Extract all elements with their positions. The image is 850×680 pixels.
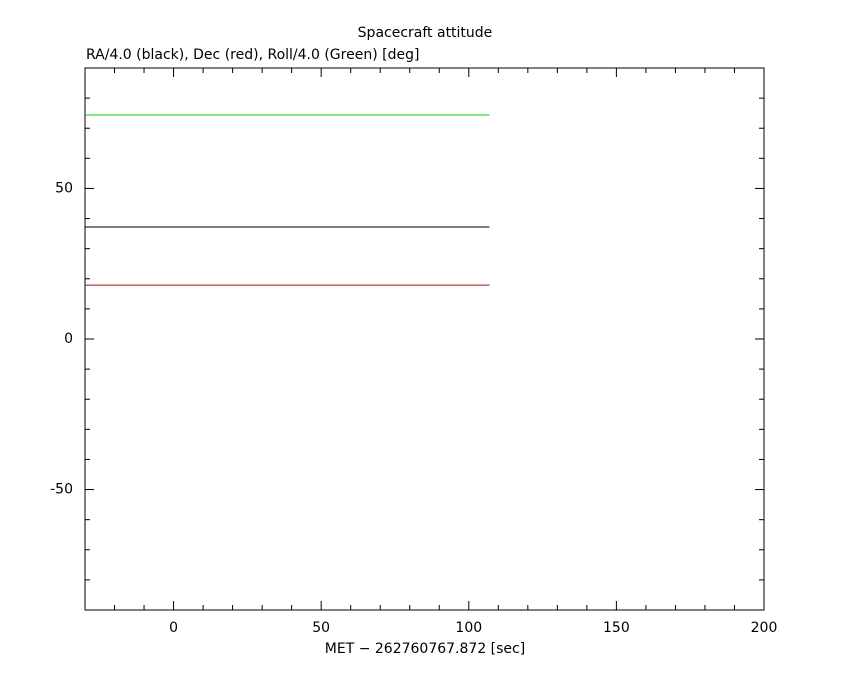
y-tick-label: 0 — [64, 331, 73, 347]
x-tick-label: 100 — [455, 620, 482, 636]
plot-frame — [84, 67, 765, 611]
x-tick-label: 200 — [751, 620, 778, 636]
chart-title: Spacecraft attitude — [358, 25, 493, 41]
x-tick-label: 150 — [603, 620, 630, 636]
y-tick-label: -50 — [50, 482, 73, 498]
y-tick-label: 50 — [55, 180, 73, 196]
x-tick-label: 50 — [312, 620, 330, 636]
x-axis-label: MET − 262760767.872 [sec] — [325, 641, 525, 657]
x-tick-label: 0 — [169, 620, 178, 636]
y-axis-label: RA/4.0 (black), Dec (red), Roll/4.0 (Gre… — [86, 47, 419, 63]
